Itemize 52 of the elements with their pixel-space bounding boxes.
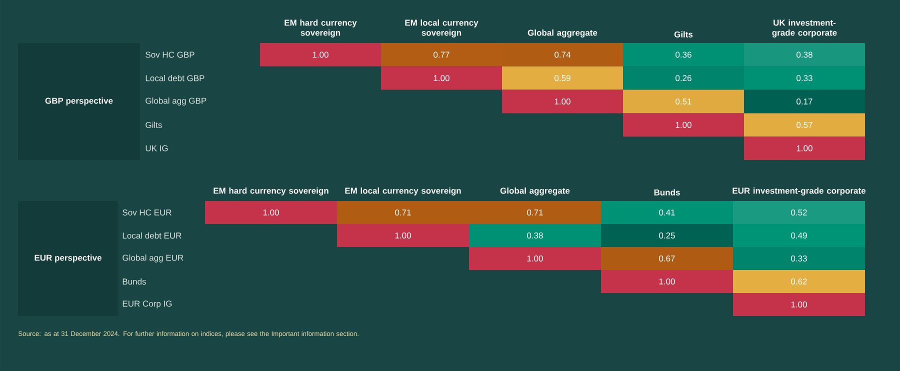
- data-label: 1.00: [263, 209, 279, 216]
- y-tick-label: Sov HC GBP: [146, 52, 194, 58]
- data-label: 0.71: [395, 209, 411, 216]
- data-label: 1.00: [395, 232, 411, 238]
- data-label: 0.62: [791, 278, 807, 284]
- data-label: 0.25: [659, 232, 675, 238]
- data-label: 0.71: [527, 209, 543, 216]
- y-axis-title: GBP perspective: [45, 98, 113, 106]
- x-tick-label: EM local currency sovereign: [405, 20, 478, 38]
- y-tick-label: Gilts: [146, 122, 162, 128]
- y-tick-label: Local debt EUR: [122, 232, 182, 239]
- y-tick-label: Global agg EUR: [122, 254, 184, 262]
- x-tick-label: EM hard currency sovereign: [284, 20, 357, 38]
- data-label: 1.00: [312, 52, 328, 58]
- y-tick-label: Sov HC EUR: [122, 209, 172, 216]
- data-label: 1.00: [676, 122, 692, 128]
- data-label: 0.38: [527, 232, 543, 238]
- data-label: 0.52: [791, 209, 807, 216]
- data-label: 1.00: [796, 145, 812, 152]
- data-label: 1.00: [554, 98, 570, 104]
- x-tick-label: EUR investment-grade corporate: [732, 187, 866, 196]
- data-label: 0.51: [676, 98, 692, 104]
- x-tick-label: UK investment-grade corporate: [772, 20, 837, 38]
- data-label: 1.00: [527, 255, 543, 262]
- data-label: 0.77: [434, 52, 450, 58]
- data-label: 0.26: [676, 75, 692, 82]
- data-label: 0.49: [791, 232, 807, 238]
- data-label: 0.41: [659, 209, 675, 216]
- data-label: 1.00: [434, 75, 450, 82]
- y-tick-label: UK IG: [146, 145, 168, 152]
- data-label: 0.74: [554, 52, 571, 58]
- data-label: 0.33: [796, 75, 812, 82]
- data-label: 0.17: [796, 98, 812, 104]
- x-tick-label: Gilts: [674, 31, 693, 38]
- data-label: 1.00: [659, 278, 675, 284]
- y-tick-label: EUR Corp IG: [122, 300, 172, 308]
- y-tick-label: Global agg GBP: [146, 98, 206, 106]
- x-tick-label: Global aggregate: [500, 187, 570, 196]
- data-label: 0.67: [659, 255, 675, 262]
- data-label: 0.36: [676, 52, 692, 58]
- data-label: 0.38: [796, 52, 812, 58]
- data-label: 0.59: [554, 75, 570, 82]
- data-label: 0.57: [796, 122, 812, 128]
- x-tick-label: EM local currency sovereign: [345, 187, 461, 196]
- data-label: 1.00: [791, 301, 807, 308]
- x-tick-label: Global aggregate: [528, 30, 598, 38]
- y-axis-title: EUR perspective: [34, 254, 102, 262]
- x-tick-label: EM hard currency sovereign: [214, 187, 328, 196]
- data-label: 0.33: [791, 255, 807, 262]
- y-tick-label: Local debt GBP: [146, 74, 204, 82]
- y-tick-label: Bunds: [122, 278, 146, 285]
- x-tick-label: Bunds: [654, 189, 680, 196]
